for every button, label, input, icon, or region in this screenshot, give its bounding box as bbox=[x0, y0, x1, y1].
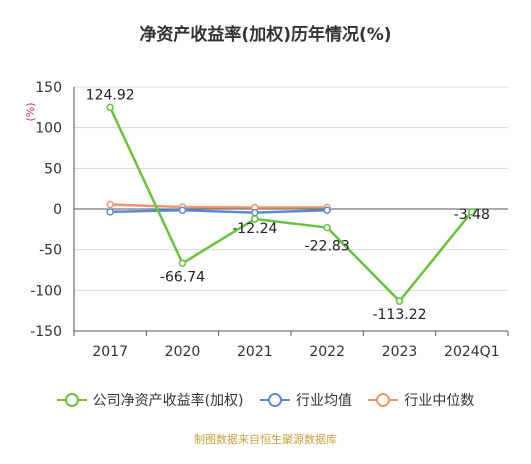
series-line-0 bbox=[109, 106, 473, 303]
y-tick-label: 100 bbox=[35, 121, 62, 137]
y-tick-label: 150 bbox=[35, 80, 62, 96]
series-point-0 bbox=[106, 103, 114, 112]
x-tick-label: 2022 bbox=[309, 344, 345, 360]
y-axis-label: (%) bbox=[24, 102, 37, 121]
data-label: -3.48 bbox=[454, 207, 490, 223]
series-point-2 bbox=[106, 200, 114, 209]
legend-item-industry-median[interactable]: 行业中位数 bbox=[368, 390, 474, 410]
data-label: -66.74 bbox=[160, 269, 205, 285]
series-line-2 bbox=[110, 203, 328, 209]
legend-item-industry-mean[interactable]: 行业均值 bbox=[259, 390, 352, 410]
legend-item-company[interactable]: 公司净资产收益率(加权) bbox=[56, 390, 244, 410]
series-point-1 bbox=[178, 206, 187, 214]
series-point-0 bbox=[468, 208, 476, 216]
legend-marker-industry-median bbox=[368, 393, 399, 407]
x-tick-label: 2023 bbox=[382, 344, 418, 360]
x-tick-label: 2017 bbox=[92, 344, 128, 360]
y-tick-label: 50 bbox=[44, 161, 62, 177]
legend-marker-industry-mean bbox=[259, 393, 290, 407]
x-tick-label: 2021 bbox=[237, 344, 273, 360]
source-note: 制图数据来自恒生聚源数据库 bbox=[194, 433, 337, 446]
x-tick-label: 2024Q1 bbox=[444, 344, 500, 360]
data-label: -22.83 bbox=[305, 239, 350, 255]
data-label: 124.92 bbox=[86, 87, 135, 103]
y-tick-label: -150 bbox=[30, 324, 62, 340]
series-point-1 bbox=[106, 208, 114, 216]
y-tick-label: 0 bbox=[53, 202, 62, 218]
series-point-1 bbox=[251, 208, 259, 217]
series-point-0 bbox=[323, 223, 331, 232]
y-tick-label: -100 bbox=[30, 283, 62, 299]
legend-label-industry-mean: 行业均值 bbox=[295, 393, 352, 409]
legend-marker-company bbox=[56, 393, 87, 407]
x-tick-label: 2020 bbox=[165, 344, 201, 360]
series-point-0 bbox=[178, 259, 187, 268]
series-point-1 bbox=[323, 206, 331, 214]
legend: 公司净资产收益率(加权) 行业均值 行业中位数 bbox=[0, 390, 531, 411]
legend-label-industry-median: 行业中位数 bbox=[404, 393, 475, 409]
legend-label-company: 公司净资产收益率(加权) bbox=[92, 393, 244, 409]
series-line-1 bbox=[110, 208, 328, 214]
data-label: -12.24 bbox=[232, 221, 277, 237]
series-point-0 bbox=[251, 215, 259, 223]
data-label: -113.22 bbox=[372, 307, 426, 323]
y-tick-label: -50 bbox=[39, 243, 62, 259]
chart-title: 净资产收益率(加权)历年情况(%) bbox=[139, 25, 392, 45]
series-point-0 bbox=[395, 297, 404, 305]
